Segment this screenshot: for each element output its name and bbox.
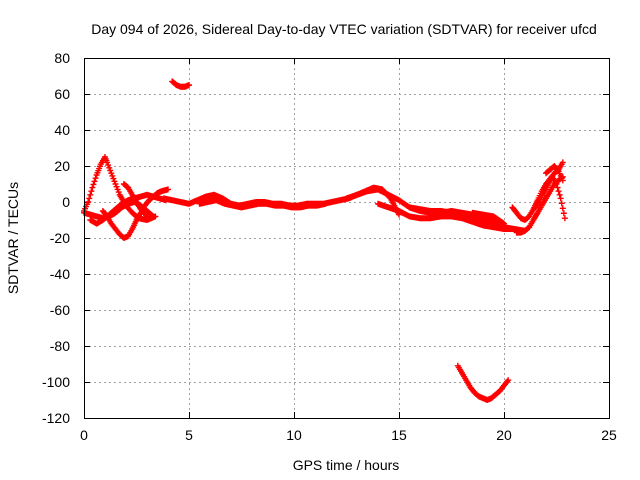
series-arc-8	[196, 197, 329, 211]
data-point	[558, 200, 565, 207]
series-arc-5	[120, 181, 150, 220]
data-point	[86, 195, 93, 202]
data-point	[501, 220, 507, 227]
data-point	[114, 186, 121, 193]
data-point	[499, 219, 506, 226]
data-point	[559, 205, 566, 212]
y-tick-label: -20	[50, 230, 70, 246]
y-tick-label: -120	[42, 410, 70, 426]
data-point	[144, 213, 150, 220]
data-point	[554, 184, 561, 191]
x-tick-label: 10	[286, 427, 302, 443]
y-tick-label: 0	[62, 194, 70, 210]
data-point	[560, 210, 567, 217]
tick-labels: 0 5 10 15 20 25 -120 -100 -80 -60 -40 -20 0 20 40 60 80	[42, 50, 617, 443]
x-tick-label: 0	[80, 427, 88, 443]
data-point	[559, 177, 566, 184]
data-point	[556, 191, 563, 198]
series-arc-15	[513, 173, 566, 236]
data-point	[149, 212, 156, 219]
y-tick-label: 80	[54, 50, 70, 66]
y-tick-label: -80	[50, 338, 70, 354]
y-tick-label: 60	[54, 86, 70, 102]
data-point	[554, 167, 561, 174]
plot-frame	[84, 58, 610, 419]
data-point	[142, 212, 149, 219]
data-point	[92, 175, 99, 182]
series-arc-16	[532, 173, 568, 222]
data-point	[109, 172, 116, 179]
data-points	[81, 78, 568, 403]
data-point	[89, 184, 96, 191]
series-arc-12	[469, 209, 507, 227]
series-arc-17	[543, 163, 566, 184]
data-point	[557, 195, 564, 202]
data-point	[555, 188, 562, 195]
y-tick-label: -100	[42, 374, 70, 390]
x-axis-label: GPS time / hours	[293, 457, 400, 473]
data-point	[186, 82, 192, 88]
data-point	[322, 200, 329, 207]
data-point	[505, 377, 512, 384]
x-tick-label: 25	[601, 427, 617, 443]
data-point	[85, 199, 92, 205]
data-point	[91, 178, 98, 185]
x-tick-label: 5	[185, 427, 193, 443]
y-tick-label: -60	[50, 302, 70, 318]
data-point	[104, 159, 111, 166]
y-tick-label: 20	[54, 158, 70, 174]
y-tick-label: -40	[50, 266, 70, 282]
series-arc-6	[169, 78, 192, 90]
y-tick-label: 40	[54, 122, 70, 138]
chart-title: Day 094 of 2026, Sidereal Day-to-day VTE…	[91, 21, 597, 37]
data-point	[561, 215, 568, 222]
data-point	[150, 213, 157, 220]
data-point	[88, 188, 95, 195]
x-tick-label: 20	[496, 427, 512, 443]
x-tick-label: 15	[391, 427, 407, 443]
data-point	[559, 159, 566, 166]
data-point	[90, 181, 97, 188]
data-point	[553, 181, 560, 187]
grid	[84, 58, 609, 418]
series-arc-13	[454, 362, 512, 403]
data-point	[87, 191, 94, 198]
y-axis-label: SDTVAR / TECUs	[5, 182, 21, 294]
data-point	[165, 186, 171, 193]
